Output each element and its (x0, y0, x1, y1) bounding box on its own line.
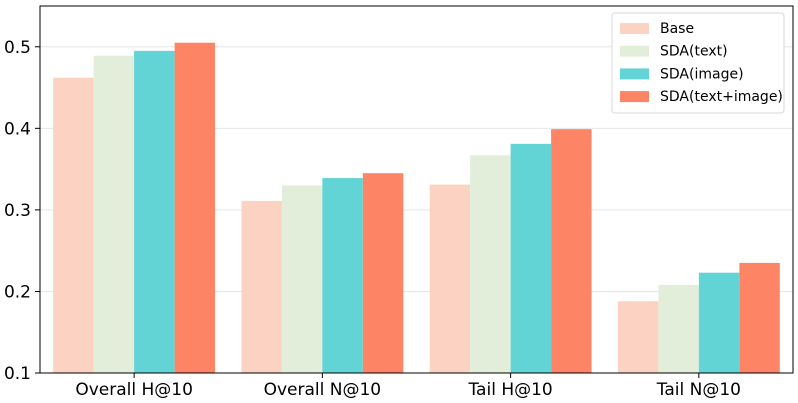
y-axis: 0.1 0.2 0.3 0.4 0.5 (4, 38, 40, 384)
bar (510, 143, 552, 373)
legend-swatch (620, 68, 649, 80)
y-tick-label: 0.5 (4, 38, 31, 58)
legend-swatch (620, 91, 649, 103)
legend-label: SDA(image) (660, 66, 744, 82)
y-tick-label: 0.2 (4, 282, 31, 302)
x-tick-label: Tail N@10 (656, 380, 741, 400)
x-tick-label: Overall H@10 (75, 380, 193, 400)
legend-box (611, 12, 785, 114)
bar (53, 77, 94, 373)
legend: Base SDA(text) SDA(image) SDA(text+image) (611, 12, 785, 114)
bar (241, 200, 282, 373)
legend-label: SDA(text+image) (660, 89, 783, 105)
x-tick-label: Overall N@10 (264, 380, 382, 400)
bar (739, 262, 780, 373)
y-tick-label: 0.1 (4, 364, 31, 384)
plot-frame (39, 5, 794, 374)
bar (174, 42, 216, 373)
bar (362, 173, 404, 373)
y-tick-label: 0.3 (4, 201, 31, 221)
bar (698, 272, 740, 373)
bar (470, 155, 511, 373)
bars (53, 42, 780, 373)
legend-label: SDA(text) (660, 44, 728, 60)
y-tick-label: 0.4 (4, 119, 31, 139)
bar (93, 55, 135, 373)
legend-swatch (620, 45, 649, 57)
bar (429, 184, 471, 373)
bar (322, 178, 363, 373)
x-axis: Overall H@10 Overall N@10 Tail H@10 Tail N@… (75, 373, 741, 400)
legend-label: Base (660, 21, 694, 37)
bar (551, 129, 592, 373)
bar (658, 284, 699, 373)
x-tick-label: Tail H@10 (467, 380, 552, 400)
bar (281, 185, 323, 373)
bar (617, 301, 659, 373)
bar (134, 50, 175, 373)
legend-swatch (620, 23, 649, 34)
